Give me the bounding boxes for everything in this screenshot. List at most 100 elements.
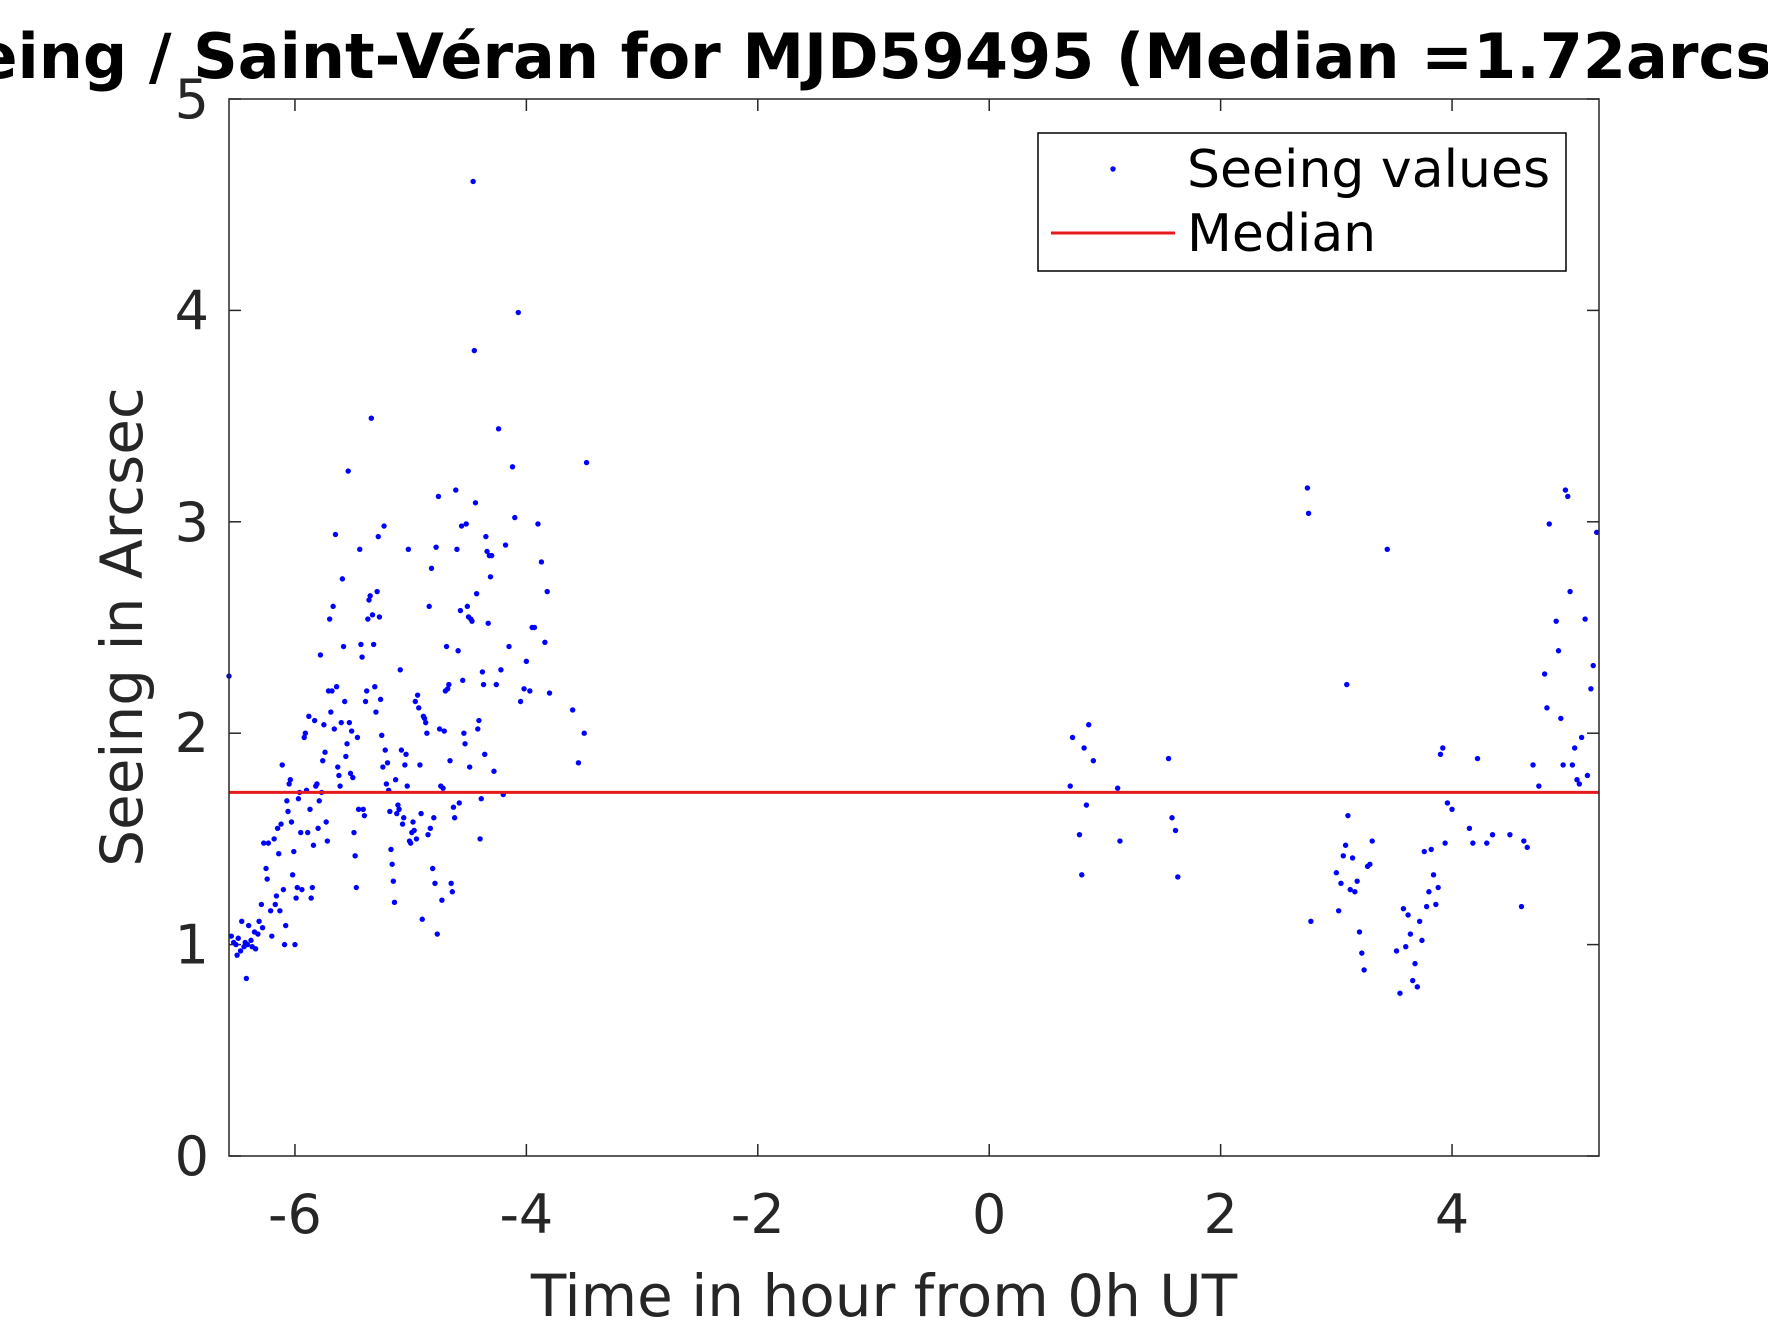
seeing-point	[329, 688, 335, 694]
seeing-point	[433, 544, 439, 550]
seeing-point	[416, 705, 422, 711]
seeing-point	[299, 886, 305, 893]
seeing-point	[365, 616, 371, 622]
seeing-point	[360, 806, 366, 813]
seeing-point	[358, 641, 364, 648]
tick-labels: -6 -4 -2 0 2 4 0 1 2 3 4 5	[175, 68, 1470, 1246]
seeing-point	[377, 696, 384, 703]
seeing-point	[462, 741, 468, 747]
seeing-point	[502, 542, 509, 548]
seeing-point	[1335, 908, 1342, 914]
seeing-point	[258, 901, 265, 908]
seeing-point	[1347, 886, 1353, 893]
seeing-point	[263, 865, 269, 872]
seeing-point	[359, 654, 365, 660]
seeing-point	[460, 677, 466, 684]
seeing-point	[391, 899, 398, 906]
seeing-point	[1572, 745, 1578, 751]
x-tick-label: 0	[972, 1183, 1006, 1246]
seeing-point	[233, 941, 239, 948]
seeing-point	[276, 850, 282, 857]
seeing-point	[466, 764, 473, 770]
seeing-point	[372, 683, 378, 690]
seeing-point	[493, 681, 499, 688]
y-tick-label: 3	[175, 491, 209, 554]
seeing-point	[1541, 671, 1548, 677]
seeing-point	[388, 846, 394, 853]
seeing-point	[447, 757, 453, 764]
seeing-point	[1345, 812, 1351, 819]
seeing-point	[495, 426, 502, 432]
seeing-point	[381, 523, 387, 529]
seeing-point	[538, 559, 545, 565]
seeing-point	[282, 922, 289, 929]
x-tick-label: 4	[1435, 1183, 1469, 1246]
seeing-point	[395, 802, 401, 808]
seeing-point	[343, 753, 349, 760]
seeing-point	[302, 730, 309, 736]
seeing-point	[517, 698, 524, 705]
seeing-point	[461, 730, 467, 736]
seeing-point	[1426, 889, 1432, 895]
seeing-point	[264, 876, 270, 882]
seeing-point	[444, 686, 451, 692]
seeing-point	[382, 747, 388, 753]
seeing-point	[418, 810, 424, 817]
seeing-point	[1576, 781, 1583, 787]
seeing-point	[390, 878, 397, 884]
seeing-point	[1304, 485, 1311, 491]
seeing-point	[399, 821, 406, 827]
seeing-point	[1555, 648, 1562, 654]
seeing-point	[469, 618, 475, 624]
legend-seeing-label: Seeing values	[1187, 140, 1550, 200]
legend-box	[1037, 132, 1567, 272]
seeing-point	[315, 825, 321, 832]
seeing-point	[470, 178, 476, 185]
seeing-point	[1440, 745, 1446, 751]
seeing-point	[581, 730, 587, 736]
seeing-point	[346, 719, 353, 726]
seeing-point	[446, 681, 452, 688]
seeing-point	[330, 603, 336, 610]
seeing-point	[324, 838, 331, 844]
seeing-point	[544, 588, 550, 595]
seeing-point	[369, 612, 376, 618]
seeing-point	[243, 975, 250, 982]
seeing-point	[255, 931, 261, 937]
seeing-point	[1553, 618, 1559, 624]
seeing-point	[1333, 870, 1340, 876]
seeing-point	[333, 683, 340, 690]
seeing-point	[451, 815, 458, 821]
seeing-point	[281, 941, 288, 948]
seeing-point	[414, 692, 421, 698]
seeing-point	[350, 774, 356, 781]
seeing-point	[348, 728, 355, 734]
seeing-point	[475, 726, 481, 732]
seeing-point	[583, 459, 590, 466]
seeing-point	[280, 886, 287, 893]
seeing-point	[301, 734, 307, 741]
seeing-point	[1117, 838, 1123, 844]
seeing-point	[1474, 755, 1481, 762]
seeing-point	[279, 762, 285, 768]
seeing-point	[353, 884, 359, 891]
seeing-point	[1086, 722, 1092, 728]
seeing-point	[1430, 872, 1437, 878]
seeing-point	[259, 924, 266, 931]
seeing-point	[310, 842, 317, 848]
seeing-point	[1507, 831, 1513, 838]
seeing-point	[1397, 990, 1403, 996]
seeing-point	[337, 783, 343, 789]
seeing-point	[375, 533, 381, 540]
seeing-point	[376, 614, 383, 620]
seeing-point	[1530, 762, 1536, 768]
seeing-point	[277, 908, 283, 914]
seeing-point	[1076, 831, 1083, 838]
seeing-point	[1369, 838, 1375, 844]
seeing-point	[274, 825, 281, 832]
seeing-point	[396, 806, 402, 813]
seeing-point	[1546, 521, 1552, 527]
y-axis-label: Seeing in Arcsec	[88, 387, 156, 867]
seeing-point	[252, 946, 259, 952]
seeing-point	[344, 741, 350, 747]
